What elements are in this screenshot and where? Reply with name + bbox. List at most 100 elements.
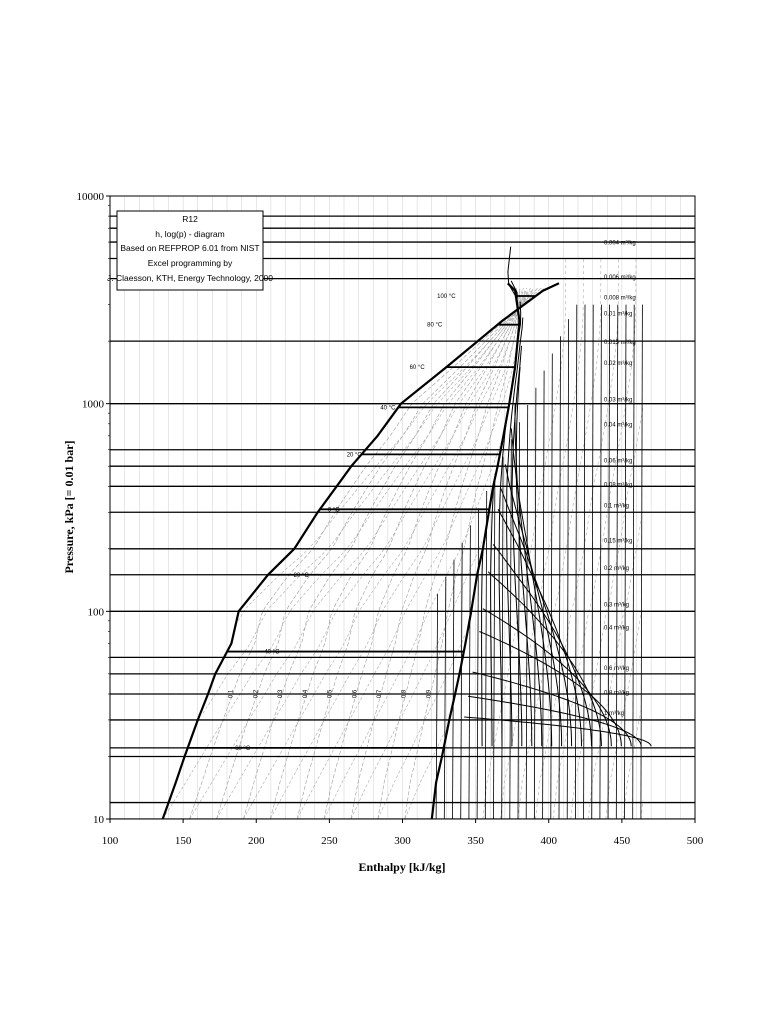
saturated-liquid-line <box>161 282 560 819</box>
legend-box: R12 h, log(p) - diagram Based on REFPROP… <box>107 210 273 291</box>
x-tick-label: 100 <box>102 835 119 847</box>
quality-line <box>189 287 545 819</box>
isotherm-vapor-line <box>534 387 537 819</box>
isentrope-line <box>243 290 520 819</box>
isentrope-line <box>237 290 534 622</box>
isotherm-vapor-line <box>460 542 463 819</box>
isochore-label: 0.6 m³/kg <box>604 666 629 672</box>
isochore-label: 0.008 m³/kg <box>604 296 636 302</box>
legend-line-3: Based on REFPROP 6.01 from NIST <box>120 243 259 253</box>
isotherm-vapor-line <box>476 508 479 819</box>
y-tick-label: 100 <box>88 606 105 618</box>
isotherm-label: -20 °C <box>292 573 310 579</box>
isochore-label: 0.02 m³/kg <box>604 361 632 367</box>
isentrope-line <box>270 290 519 819</box>
isotherm-vapor-line <box>632 304 635 819</box>
isotherm-vapor-line <box>640 304 643 819</box>
isochore-label: 0.06 m³/kg <box>604 458 632 464</box>
isotherm-vapor-line <box>452 559 455 819</box>
isochore-label: 0.006 m³/kg <box>604 275 636 281</box>
isotherm-label: 60 °C <box>410 365 426 371</box>
y-axis-title: Pressure, kPa [= 0.01 bar] <box>62 440 76 573</box>
x-tick-label: 450 <box>614 835 631 847</box>
isotherm-vapor-line <box>443 576 447 819</box>
legend-line-1: R12 <box>182 214 198 224</box>
quality-label: 0.7 <box>377 689 383 698</box>
isotherm-vapor-line <box>591 304 594 819</box>
quality-label: 0.5 <box>328 689 334 698</box>
isentrope-line <box>377 633 466 819</box>
isochore-label: 0.004 m³/kg <box>604 241 636 247</box>
x-axis-title: Enthalpy [kJ/kg] <box>358 860 445 874</box>
isochore-label: 0.1 m³/kg <box>604 503 629 509</box>
isochore-label: 0.8 m³/kg <box>604 690 629 696</box>
isochore-label: 1 m³/kg <box>604 711 624 717</box>
isentrope-line <box>162 290 528 819</box>
isotherm-vapor-line <box>493 473 496 819</box>
isotherm-vapor-line <box>550 353 553 819</box>
legend-frame <box>116 210 264 291</box>
isotherm-vapor-line <box>558 336 561 819</box>
legend-line-5: J. Claesson, KTH, Energy Technology, 200… <box>107 273 273 283</box>
legend-line-4: Excel programming by <box>148 258 233 268</box>
y-tick-label: 10 <box>93 814 105 826</box>
saturated-vapor-line <box>430 282 521 819</box>
quality-line <box>216 287 542 819</box>
isotherm-vapor-line <box>501 456 504 819</box>
isotherm-vapor-line <box>525 404 529 819</box>
isotherm-vapor-line <box>624 304 627 819</box>
quality-line <box>323 287 528 819</box>
y-tick-label: 1000 <box>82 399 105 411</box>
quality-label: 0.3 <box>278 689 284 698</box>
isotherm-vapor-line <box>542 370 545 819</box>
x-tick-label: 200 <box>248 835 265 847</box>
isentrope-line <box>552 258 637 819</box>
y-tick-label: 10000 <box>77 191 105 203</box>
x-tick-label: 350 <box>467 835 484 847</box>
isotherm-vapor-line <box>484 490 488 819</box>
x-tick-label: 250 <box>321 835 338 847</box>
quality-label: 0.4 <box>303 689 309 698</box>
x-tick-label: 150 <box>175 835 192 847</box>
isentrope-line <box>202 290 531 714</box>
isotherm-label: -40 °C <box>262 650 280 656</box>
isotherm-vapor-line <box>583 304 586 819</box>
isentrope-line <box>587 520 642 819</box>
isentrope-line <box>404 726 448 819</box>
isotherm-label: 20 °C <box>347 452 363 458</box>
quality-label: 0.2 <box>253 689 259 698</box>
line-labels: 100 °C 80 °C 60 °C 40 °C 20 °C 0 °C -20 °C -40 … <box>229 241 636 752</box>
isentrope-line <box>500 258 584 819</box>
isentrope-line <box>623 706 643 819</box>
saturation-dome <box>161 282 560 819</box>
quality-lines <box>189 287 545 819</box>
isentrope-line <box>189 290 526 819</box>
isochore-label: 0.015 m³/kg <box>604 340 636 346</box>
y-axis-ticks: 10 100 1000 10000 <box>77 191 110 826</box>
isochore-label: 0.15 m³/kg <box>604 538 632 544</box>
isochore-line <box>487 571 602 747</box>
quality-label: 0.6 <box>352 689 358 698</box>
isochore-label: 0.01 m³/kg <box>604 311 632 317</box>
isochore-line <box>500 488 573 747</box>
isochore-line <box>515 367 533 747</box>
quality-label: 0.1 <box>229 689 235 698</box>
quality-label: 0.8 <box>402 689 408 698</box>
isotherm-label: 0 °C <box>328 507 340 513</box>
isochore-label: 0.2 m³/kg <box>604 566 629 572</box>
quality-line <box>404 288 519 819</box>
isotherms <box>187 295 536 749</box>
x-tick-label: 300 <box>394 835 411 847</box>
isentrope-line <box>535 258 619 819</box>
isotherm-vapor-line <box>575 304 578 819</box>
isochore-label: 0.3 m³/kg <box>604 603 629 609</box>
x-tick-label: 500 <box>687 835 704 847</box>
isotherm-vapor-line <box>517 422 520 819</box>
isentrope-line <box>482 258 567 819</box>
isotherm-label: 100 °C <box>437 294 456 300</box>
quality-line <box>270 287 535 819</box>
isochore-line <box>504 464 563 747</box>
isochore-label: 0.4 m³/kg <box>604 625 629 631</box>
isochore-line <box>464 716 652 747</box>
